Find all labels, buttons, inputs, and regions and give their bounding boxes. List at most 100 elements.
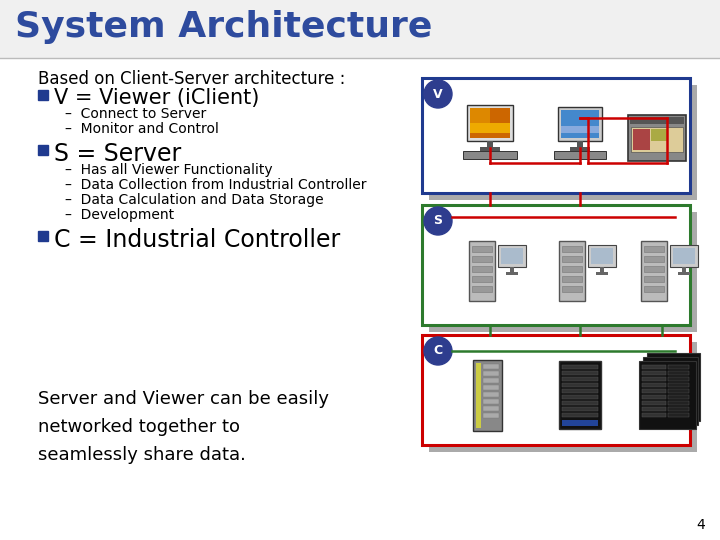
Text: Server and Viewer can be easily
networked together to
seamlessly share data.: Server and Viewer can be easily networke…	[38, 390, 329, 464]
Bar	[668, 407, 689, 411]
Bar	[631, 127, 683, 152]
Bar	[591, 248, 613, 264]
Bar	[422, 335, 690, 445]
Bar	[651, 129, 668, 141]
Bar	[562, 286, 582, 292]
Bar	[642, 365, 666, 369]
Text: S = Server: S = Server	[54, 142, 181, 166]
Bar	[562, 266, 582, 272]
Bar	[642, 395, 666, 399]
Bar	[639, 361, 696, 429]
Bar	[469, 241, 495, 301]
Bar	[633, 129, 650, 150]
Bar	[422, 78, 690, 193]
Bar	[570, 147, 590, 151]
Bar	[668, 383, 689, 387]
Bar	[668, 395, 689, 399]
Bar	[577, 141, 583, 147]
Text: –  Has all Viewer Functionality: – Has all Viewer Functionality	[65, 163, 273, 177]
Text: S: S	[433, 214, 443, 227]
Bar	[506, 272, 518, 275]
Bar	[562, 365, 598, 369]
Bar	[562, 407, 598, 411]
Bar	[668, 413, 689, 417]
Bar	[644, 266, 664, 272]
Bar	[596, 272, 608, 275]
Bar	[429, 85, 697, 200]
Bar	[0, 0, 720, 58]
Bar	[510, 267, 514, 272]
Bar	[476, 363, 481, 428]
Text: C = Industrial Controller: C = Industrial Controller	[54, 228, 341, 252]
Bar	[483, 399, 499, 404]
Bar	[483, 378, 499, 383]
Text: V: V	[433, 87, 443, 100]
Bar	[670, 245, 698, 267]
Bar	[642, 383, 666, 387]
Bar	[472, 276, 492, 282]
Bar	[562, 401, 598, 405]
Bar	[562, 420, 598, 426]
Text: –  Development: – Development	[65, 208, 174, 222]
Bar	[487, 141, 493, 147]
Bar	[470, 108, 490, 123]
Bar	[562, 377, 598, 381]
Bar	[559, 361, 601, 429]
Bar	[642, 401, 666, 405]
Bar	[562, 395, 598, 399]
Bar	[38, 90, 48, 100]
Bar	[562, 383, 598, 387]
Bar	[38, 231, 48, 241]
Circle shape	[424, 207, 452, 235]
Bar	[473, 360, 502, 431]
Bar	[559, 241, 585, 301]
Bar	[678, 272, 690, 275]
Bar	[642, 371, 666, 375]
Bar	[673, 248, 695, 264]
Bar	[483, 392, 499, 397]
Bar	[668, 371, 689, 375]
Bar	[472, 286, 492, 292]
Text: 4: 4	[696, 518, 705, 532]
Bar	[644, 246, 664, 252]
Bar	[498, 245, 526, 267]
Bar	[554, 151, 606, 159]
Bar	[562, 256, 582, 262]
Text: C: C	[433, 345, 443, 357]
Bar	[472, 246, 492, 252]
Bar	[470, 108, 510, 138]
Bar	[644, 286, 664, 292]
Bar	[668, 389, 689, 393]
Text: –  Monitor and Control: – Monitor and Control	[65, 122, 219, 136]
Bar	[483, 413, 499, 418]
Bar	[483, 364, 499, 369]
Bar	[668, 401, 689, 405]
Bar	[641, 241, 667, 301]
Bar	[429, 212, 697, 332]
Bar	[467, 105, 513, 141]
Bar	[642, 413, 666, 417]
Circle shape	[424, 337, 452, 365]
Text: System Architecture: System Architecture	[15, 10, 433, 44]
Circle shape	[424, 80, 452, 108]
Text: –  Connect to Server: – Connect to Server	[65, 107, 206, 121]
Bar	[642, 377, 666, 381]
Bar	[561, 110, 599, 138]
Bar	[642, 407, 666, 411]
Bar	[472, 266, 492, 272]
Bar	[642, 389, 666, 393]
Bar	[588, 245, 616, 267]
Bar	[647, 353, 700, 421]
Bar	[470, 123, 510, 133]
Text: –  Data Calculation and Data Storage: – Data Calculation and Data Storage	[65, 193, 323, 207]
Bar	[38, 145, 48, 155]
Bar	[562, 371, 598, 375]
Text: V = Viewer (iClient): V = Viewer (iClient)	[54, 88, 259, 108]
Text: Based on Client-Server architecture :: Based on Client-Server architecture :	[38, 70, 346, 88]
Bar	[644, 256, 664, 262]
Bar	[562, 246, 582, 252]
Bar	[644, 276, 664, 282]
Bar	[668, 377, 689, 381]
Bar	[463, 151, 517, 159]
Bar	[429, 342, 697, 452]
